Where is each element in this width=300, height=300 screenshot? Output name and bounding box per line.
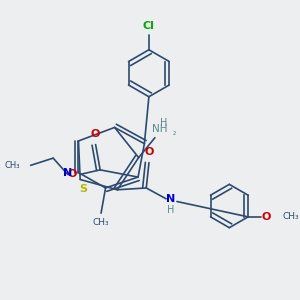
Text: O: O xyxy=(144,147,154,157)
Text: CH₃: CH₃ xyxy=(93,218,110,227)
Text: ₂: ₂ xyxy=(172,128,176,137)
Text: NH: NH xyxy=(152,124,167,134)
Text: S: S xyxy=(79,184,87,194)
Text: O: O xyxy=(91,129,100,139)
Text: H: H xyxy=(160,118,168,128)
Text: N: N xyxy=(63,168,72,178)
Text: O: O xyxy=(262,212,271,222)
Text: O: O xyxy=(68,169,77,179)
Text: N: N xyxy=(166,194,175,204)
Text: CH₃: CH₃ xyxy=(282,212,299,221)
Text: H: H xyxy=(167,205,174,214)
Text: Cl: Cl xyxy=(143,21,155,31)
Text: CH₃: CH₃ xyxy=(4,161,20,170)
